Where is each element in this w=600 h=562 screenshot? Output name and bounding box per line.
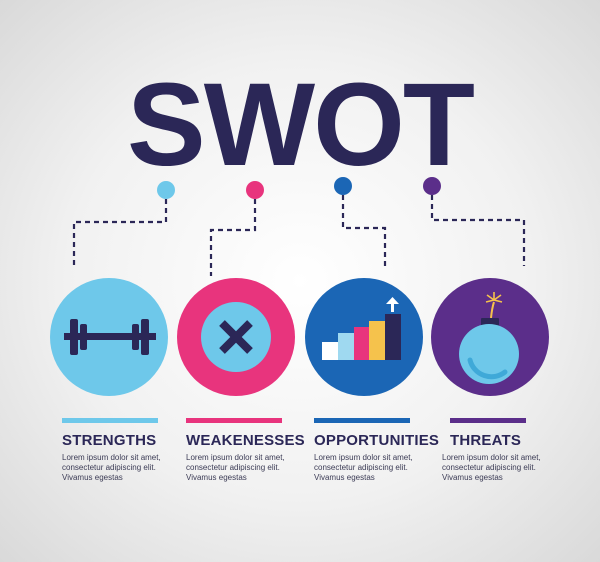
connector-line-strengths [72,199,168,268]
connector-dot-weaknesses [246,181,264,199]
threats-circle [431,278,549,396]
x-mark-icon [219,320,253,354]
opportunities-title: OPPORTUNITIES [314,432,440,449]
weaknesses-circle [177,278,295,396]
growth-chart-icon [322,297,401,360]
weaknesses-description: Lorem ipsum dolor sit amet, consectetur … [186,453,285,482]
opportunities-label-block: OPPORTUNITIES Lorem ipsum dolor sit amet… [314,418,440,483]
strengths-label-block: STRENGTHS Lorem ipsum dolor sit amet, co… [62,418,182,483]
connector-dot-threats [423,177,441,195]
opportunities-circle [305,278,423,396]
weaknesses-accent-bar [186,418,282,423]
strengths-circle [50,278,168,396]
connector-dot-strengths [157,181,175,199]
swot-title: SWOT [127,59,475,191]
barbell-icon [64,319,156,355]
opportunities-accent-bar [314,418,410,423]
strengths-accent-bar [62,418,158,423]
strengths-description: Lorem ipsum dolor sit amet, consectetur … [62,453,161,482]
connector-line-weaknesses [209,199,257,276]
strengths-title: STRENGTHS [62,432,157,449]
connector-line-opportunities [341,195,387,270]
threats-description: Lorem ipsum dolor sit amet, consectetur … [442,453,541,482]
threats-accent-bar [450,418,526,423]
threats-label-block: THREATS Lorem ipsum dolor sit amet, cons… [442,418,562,483]
weaknesses-label-block: WEAKENESSES Lorem ipsum dolor sit amet, … [186,418,306,483]
weaknesses-title: WEAKENESSES [186,432,305,449]
bomb-icon [459,292,519,384]
connector-dot-opportunities [334,177,352,195]
connector-line-threats [430,195,526,266]
opportunities-description: Lorem ipsum dolor sit amet, consectetur … [314,453,413,482]
threats-title: THREATS [450,432,522,449]
